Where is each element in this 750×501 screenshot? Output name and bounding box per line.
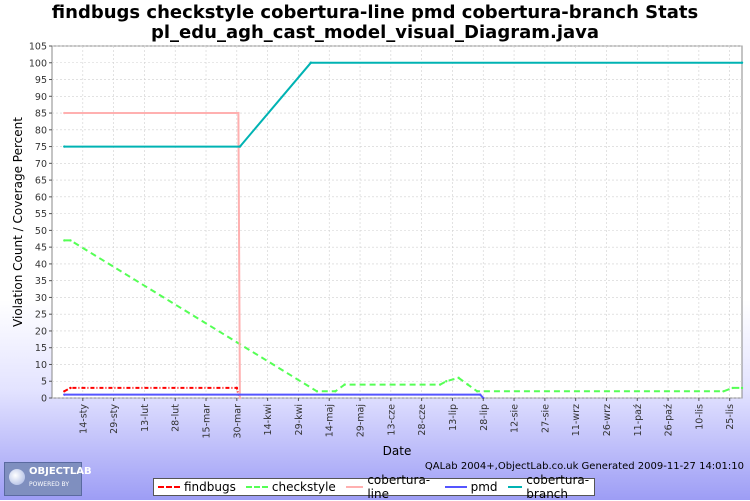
x-tick-label: 29-kwi: [294, 404, 305, 435]
y-tick-label: 10: [35, 360, 47, 371]
series-point-checkstyle: [343, 383, 346, 386]
x-tick-label: 28-lut: [171, 404, 182, 432]
x-tick-label: 12-sie: [510, 404, 521, 433]
legend-swatch: [444, 486, 467, 488]
legend-label: pmd: [470, 480, 498, 494]
y-tick-label: 95: [35, 75, 47, 86]
logo-main-text: OBJECTLAB: [29, 466, 92, 477]
x-tick-label: 29-sty: [109, 404, 120, 434]
x-tick-label: 26-wrz: [602, 404, 613, 436]
x-tick-label: 11-paź: [633, 404, 644, 436]
series-point-findbugs: [235, 386, 239, 390]
series-point-checkstyle: [315, 390, 319, 393]
chart-subtitle: pl_edu_agh_cast_model_visual_Diagram.jav…: [150, 22, 600, 43]
x-tick-label: 13-lip: [448, 404, 459, 431]
y-tick-label: 80: [35, 125, 47, 136]
series-point-checkstyle: [466, 383, 470, 386]
x-tick-label: 14-maj: [325, 404, 336, 437]
chart-title: findbugs checkstyle cobertura-line pmd c…: [51, 2, 699, 23]
series-point-cobertura-branch: [63, 145, 66, 148]
series-point-checkstyle: [475, 390, 479, 393]
legend-label: checkstyle: [271, 480, 336, 494]
x-tick-label: 14-kwi: [263, 404, 274, 435]
legend-label: cobertura-line: [367, 473, 431, 501]
y-tick-label: 70: [35, 159, 47, 170]
y-tick-label: 60: [35, 192, 47, 203]
x-tick-label: 14-sty: [78, 404, 89, 434]
series-point-checkstyle: [63, 239, 66, 242]
series-point-findbugs: [69, 386, 72, 390]
series-line-cobertura-branch: [64, 61, 742, 148]
x-tick-label: 10-lis: [694, 404, 705, 430]
legend-item-pmd: pmd: [444, 480, 498, 494]
y-tick-label: 5: [41, 377, 47, 388]
legend-label: findbugs: [184, 480, 236, 494]
series-point-checkstyle: [445, 380, 448, 383]
y-tick-label: 35: [35, 276, 47, 287]
x-tick-label: 26-paź: [664, 404, 675, 436]
y-tick-label: 75: [35, 142, 47, 153]
x-tick-label: 15-mar: [202, 404, 213, 439]
y-tick-label: 50: [35, 226, 47, 237]
y-tick-label: 0: [41, 394, 47, 405]
legend-item-checkstyle: checkstyle: [245, 480, 336, 494]
x-tick-label: 13-cze: [386, 404, 397, 436]
y-tick-label: 30: [35, 293, 47, 304]
logo-sub-text: POWERED BY: [29, 481, 70, 488]
y-tick-label: 65: [35, 176, 47, 187]
series-point-checkstyle: [438, 383, 442, 386]
series-line-findbugs: [63, 386, 240, 395]
legend-swatch: [345, 486, 364, 488]
chart-legend: findbugs checkstyle cobertura-line pmd cober…: [153, 473, 595, 501]
y-tick-label: 15: [35, 343, 47, 354]
legend-label: cobertura-branch: [526, 473, 590, 501]
legend-item-cobertura-branch: cobertura-branch: [507, 473, 597, 501]
x-tick-label: 29-maj: [356, 404, 367, 437]
legend-swatch: [158, 486, 180, 488]
series-point-checkstyle: [334, 390, 337, 393]
x-tick-label: 11-wrz: [571, 404, 582, 436]
y-axis-label: Violation Count / Coverage Percent: [11, 117, 25, 327]
generated-credit: QALab 2004+,ObjectLab.co.uk Generated 20…: [424, 461, 744, 472]
x-tick-label: 25-lis: [725, 404, 736, 430]
y-tick-label: 55: [35, 209, 47, 220]
objectlab-logo: OBJECTLAB POWERED BY: [4, 462, 92, 496]
series-point-checkstyle: [722, 390, 725, 393]
series-point-cobertura-branch: [740, 61, 744, 64]
series-point-checkstyle: [69, 239, 72, 242]
series-point-cobertura-line: [238, 396, 242, 400]
x-tick-label: 13-lut: [140, 404, 151, 432]
series-point-cobertura-branch: [309, 61, 312, 64]
objectlab-logo-mark-icon: [9, 469, 25, 485]
x-tick-label: 28-lip: [479, 404, 490, 431]
series-point-findbugs: [63, 390, 66, 393]
series-point-checkstyle: [731, 386, 734, 390]
x-tick-label: 30-mar: [232, 404, 243, 439]
plot-background: [51, 45, 743, 399]
y-tick-label: 45: [35, 243, 47, 254]
y-tick-label: 40: [35, 259, 47, 270]
series-point-pmd: [478, 393, 482, 396]
x-tick-label: 28-cze: [417, 404, 428, 436]
series-point-cobertura-line: [237, 111, 240, 115]
y-tick-label: 25: [35, 310, 47, 321]
y-tick-label: 90: [35, 92, 47, 103]
series-point-cobertura-line: [63, 111, 66, 115]
series-point-cobertura-branch: [238, 145, 242, 148]
legend-item-cobertura-line: cobertura-line: [345, 473, 435, 501]
legend-swatch: [507, 486, 523, 488]
legend-swatch: [245, 486, 268, 488]
series-point-checkstyle: [740, 386, 744, 390]
series-point-checkstyle: [457, 376, 460, 380]
y-tick-label: 85: [35, 109, 47, 120]
legend-item-findbugs: findbugs: [158, 480, 236, 494]
y-tick-label: 100: [29, 58, 47, 69]
series-point-pmd: [63, 393, 66, 396]
y-tick-label: 105: [29, 42, 47, 53]
x-tick-label: 27-sie: [540, 404, 551, 433]
y-tick-label: 20: [35, 326, 47, 337]
x-axis-label: Date: [383, 444, 412, 458]
